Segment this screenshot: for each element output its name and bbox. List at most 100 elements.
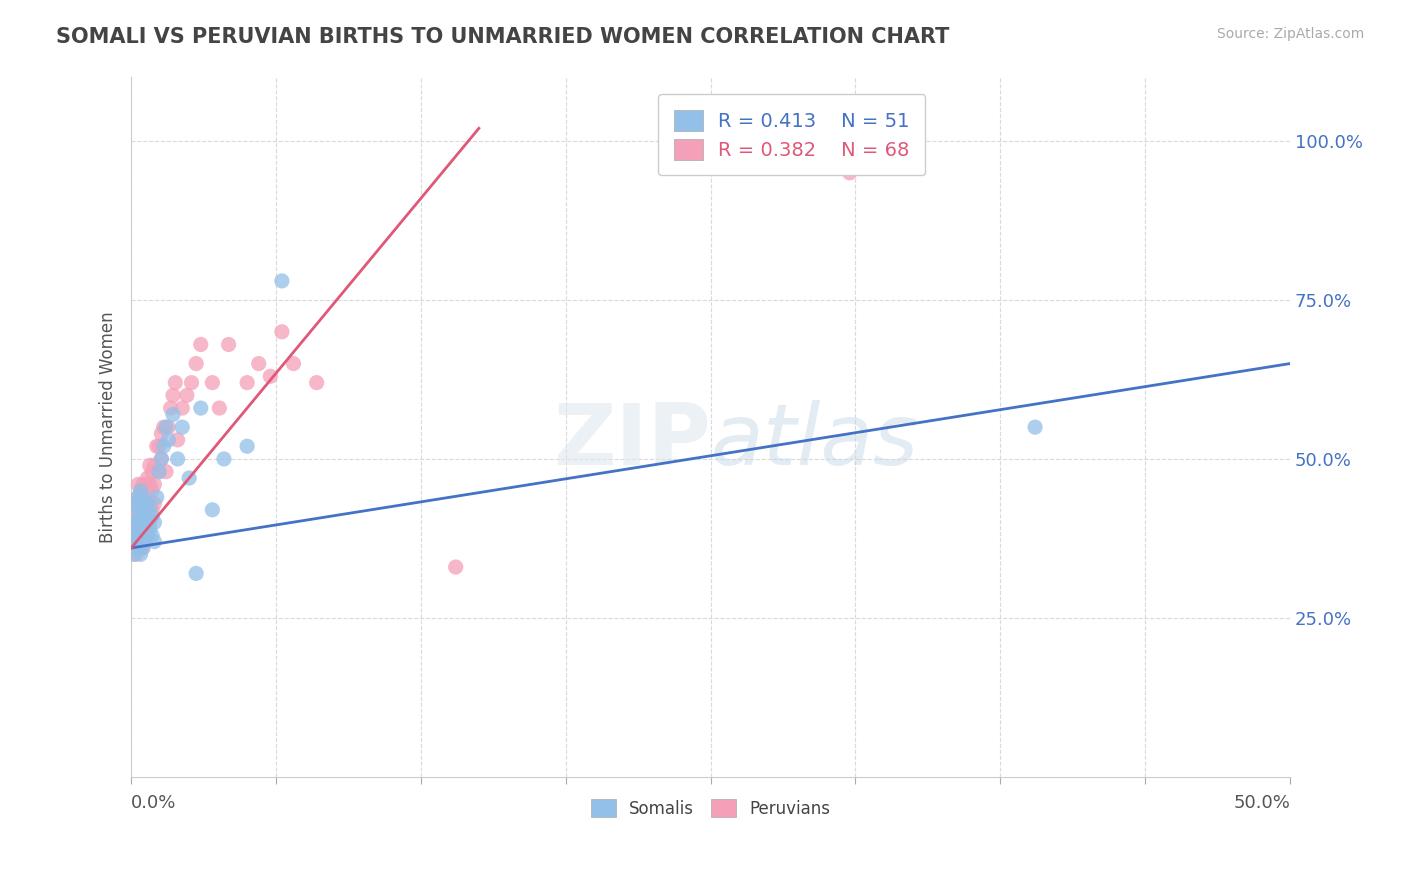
Point xyxy=(127,516,149,530)
Point xyxy=(141,503,163,517)
Point xyxy=(190,401,212,415)
Point xyxy=(132,528,155,542)
Point xyxy=(172,420,194,434)
Point xyxy=(190,337,212,351)
Point xyxy=(165,376,187,390)
Text: 0.0%: 0.0% xyxy=(131,795,177,813)
Point xyxy=(201,376,224,390)
Point xyxy=(143,458,166,473)
Point xyxy=(259,369,281,384)
Point xyxy=(1024,420,1046,434)
Point xyxy=(125,496,148,510)
Point xyxy=(148,465,170,479)
Point xyxy=(155,465,177,479)
Point xyxy=(212,452,235,467)
Point xyxy=(136,496,159,510)
Point xyxy=(129,528,152,542)
Point xyxy=(139,496,162,510)
Point xyxy=(132,522,155,536)
Point xyxy=(148,465,170,479)
Point xyxy=(129,547,152,561)
Point xyxy=(122,503,145,517)
Point xyxy=(139,503,162,517)
Point xyxy=(125,528,148,542)
Point xyxy=(172,401,194,415)
Point xyxy=(159,401,181,415)
Point xyxy=(132,509,155,524)
Point xyxy=(132,516,155,530)
Point xyxy=(152,420,174,434)
Point xyxy=(132,490,155,504)
Y-axis label: Births to Unmarried Women: Births to Unmarried Women xyxy=(100,311,117,543)
Point xyxy=(166,433,188,447)
Point xyxy=(134,528,156,542)
Point xyxy=(129,496,152,510)
Point xyxy=(125,516,148,530)
Point xyxy=(127,490,149,504)
Point xyxy=(141,483,163,498)
Point xyxy=(143,477,166,491)
Text: atlas: atlas xyxy=(710,400,918,483)
Point xyxy=(132,528,155,542)
Point xyxy=(132,477,155,491)
Point xyxy=(139,458,162,473)
Point xyxy=(208,401,231,415)
Point xyxy=(150,426,173,441)
Point xyxy=(127,490,149,504)
Point xyxy=(136,490,159,504)
Point xyxy=(145,439,167,453)
Point xyxy=(162,408,184,422)
Point xyxy=(132,496,155,510)
Point xyxy=(283,357,305,371)
Point xyxy=(127,522,149,536)
Point xyxy=(157,433,180,447)
Point xyxy=(270,274,292,288)
Point xyxy=(134,477,156,491)
Point xyxy=(143,516,166,530)
Text: SOMALI VS PERUVIAN BIRTHS TO UNMARRIED WOMEN CORRELATION CHART: SOMALI VS PERUVIAN BIRTHS TO UNMARRIED W… xyxy=(56,27,949,46)
Point xyxy=(127,509,149,524)
Point xyxy=(186,566,208,581)
Point xyxy=(218,337,240,351)
Text: 50.0%: 50.0% xyxy=(1233,795,1291,813)
Point xyxy=(305,376,328,390)
Point xyxy=(145,490,167,504)
Point xyxy=(136,509,159,524)
Point xyxy=(155,420,177,434)
Point xyxy=(141,465,163,479)
Point xyxy=(127,477,149,491)
Point xyxy=(162,388,184,402)
Point xyxy=(134,534,156,549)
Point xyxy=(134,496,156,510)
Point xyxy=(122,541,145,555)
Point xyxy=(132,541,155,555)
Point xyxy=(139,477,162,491)
Point xyxy=(136,471,159,485)
Point xyxy=(125,516,148,530)
Point xyxy=(180,376,202,390)
Point xyxy=(143,496,166,510)
Point xyxy=(129,509,152,524)
Point xyxy=(122,522,145,536)
Point xyxy=(236,376,259,390)
Point xyxy=(148,439,170,453)
Point xyxy=(125,534,148,549)
Point xyxy=(127,541,149,555)
Point xyxy=(236,439,259,453)
Point xyxy=(179,471,201,485)
Point xyxy=(125,547,148,561)
Point xyxy=(134,522,156,536)
Point xyxy=(129,483,152,498)
Point xyxy=(127,534,149,549)
Text: Source: ZipAtlas.com: Source: ZipAtlas.com xyxy=(1216,27,1364,41)
Point xyxy=(150,452,173,467)
Legend: Somalis, Peruvians: Somalis, Peruvians xyxy=(585,792,837,824)
Point xyxy=(136,528,159,542)
Point xyxy=(139,516,162,530)
Point xyxy=(444,560,467,574)
Point xyxy=(139,522,162,536)
Point xyxy=(186,357,208,371)
Point xyxy=(166,452,188,467)
Point xyxy=(201,503,224,517)
Point xyxy=(838,166,860,180)
